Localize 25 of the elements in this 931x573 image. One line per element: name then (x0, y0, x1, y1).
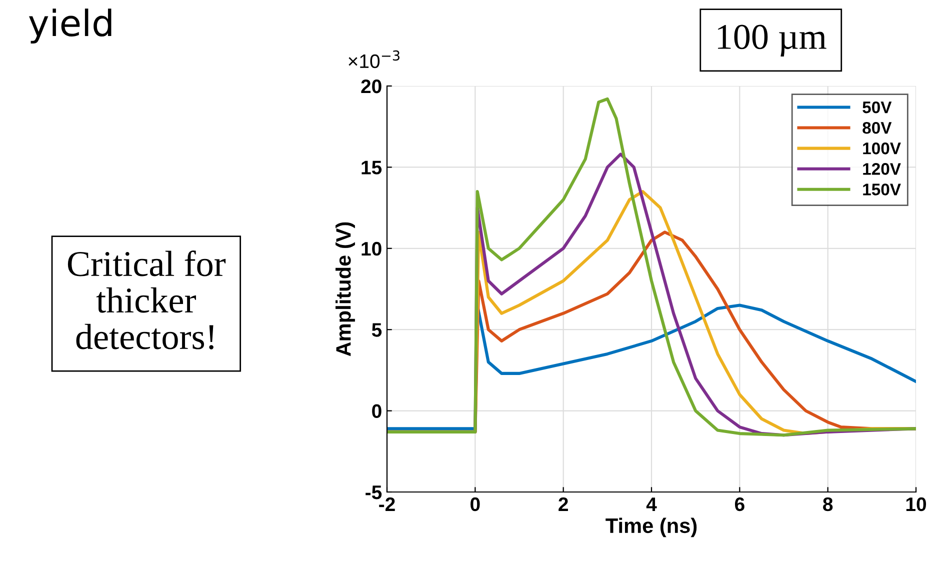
legend-label: 80V (862, 122, 892, 134)
y-tick-label: 5 (372, 323, 382, 337)
legend-label: 120V (863, 163, 901, 175)
y-tick-label: 15 (362, 160, 382, 174)
legend-label: 150V (863, 184, 901, 196)
x-tick-label: 0 (470, 497, 480, 512)
x-tick-label: 8 (823, 497, 833, 512)
x-tick-label: 2 (558, 497, 568, 511)
line-series (387, 97, 916, 437)
legend-label: 50V (862, 101, 892, 114)
text: ×10$^{−3}$ (348, 50, 400, 68)
x-tick-label: 10 (906, 497, 926, 512)
text: yield (29, 8, 112, 44)
x-tick-label: 6 (734, 497, 744, 512)
x-tick-label: -2 (379, 497, 395, 511)
y-tick-label: 0 (372, 404, 382, 418)
y-tick-label: 10 (362, 242, 382, 256)
y-tick-label: -5 (366, 486, 382, 500)
y-tick-label: 20 (361, 79, 382, 94)
x-axis-title: Time (ns) (606, 518, 697, 538)
legend-label: 100V (863, 142, 901, 154)
text: Critical for thicker detectors! (68, 250, 226, 350)
x-tick-label: 4 (646, 498, 657, 511)
y-axis-title: Amplitude (V) (336, 222, 355, 356)
text: 100 µm (718, 24, 826, 56)
